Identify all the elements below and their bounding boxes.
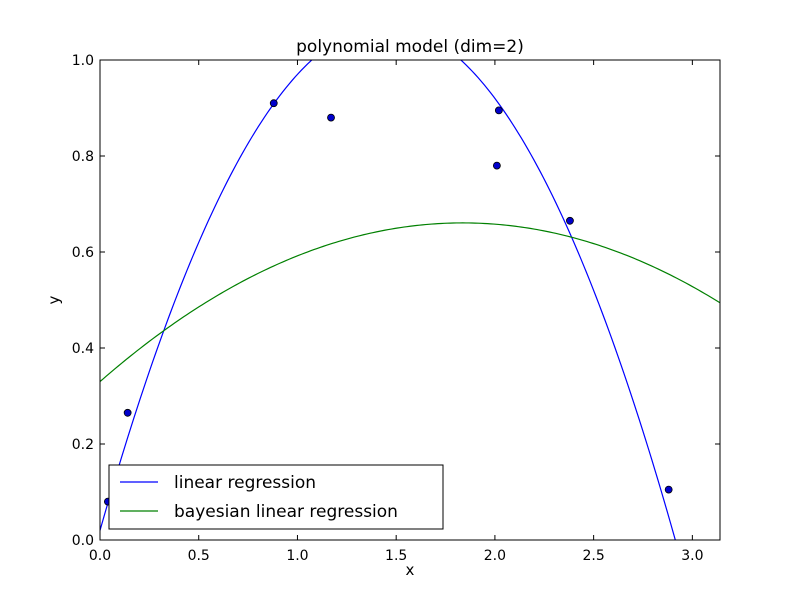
series-line-linear-regression [100, 60, 676, 540]
y-tick-label: 0.0 [72, 533, 94, 549]
data-point [327, 113, 335, 122]
y-tick-label: 0.6 [72, 245, 94, 261]
x-tick-label: 0.0 [89, 548, 111, 564]
legend-label-linear-regression: linear regression [174, 473, 316, 493]
x-tick-label: 2.0 [484, 548, 506, 564]
x-axis-ticks: 0.0 0.5 1.0 1.5 2.0 2.5 3.0 [89, 60, 703, 564]
data-point [123, 408, 132, 417]
x-axis-label: x [406, 561, 415, 579]
x-tick-label: 2.5 [582, 548, 604, 564]
y-axis-label: y [45, 295, 63, 304]
y-tick-label: 0.8 [72, 149, 94, 165]
y-tick-label: 0.4 [72, 341, 94, 357]
legend: linear regression bayesian linear regres… [108, 464, 444, 530]
series-curves [100, 60, 720, 540]
plot-area-frame [99, 59, 721, 541]
y-axis-ticks: 0.0 0.2 0.4 0.6 0.8 1.0 [72, 53, 720, 549]
series-line-bayesian-linear-regression [100, 222, 720, 383]
data-point [566, 216, 574, 225]
data-point [492, 161, 501, 170]
y-tick-label: 1.0 [72, 53, 94, 69]
data-points [103, 99, 673, 506]
x-tick-label: 0.5 [188, 548, 210, 564]
x-tick-label: 3.0 [681, 548, 703, 564]
legend-label-bayesian-linear-regression: bayesian linear regression [174, 502, 398, 522]
data-point [664, 485, 673, 494]
legend-frame [108, 464, 444, 530]
data-point [494, 106, 503, 115]
chart-title: polynomial model (dim=2) [296, 37, 524, 57]
x-tick-label: 1.0 [286, 548, 308, 564]
y-tick-label: 0.2 [72, 437, 94, 453]
data-point [269, 99, 278, 108]
x-tick-label: 1.5 [385, 548, 407, 564]
